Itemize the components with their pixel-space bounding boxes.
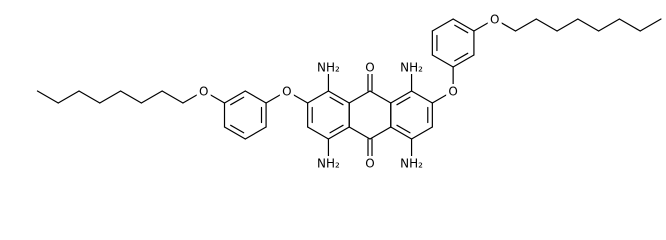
double-bond xyxy=(230,124,245,134)
double-bond xyxy=(230,96,245,106)
bond xyxy=(390,126,413,140)
atom-label: NH₂ xyxy=(400,61,423,75)
atom-label: O xyxy=(448,85,457,99)
chain-bond xyxy=(618,18,641,32)
atom-label: O xyxy=(365,157,374,171)
bond xyxy=(369,90,392,104)
atom-label: NH₂ xyxy=(317,157,340,171)
chain-bond xyxy=(577,18,600,32)
label-mask xyxy=(279,84,294,98)
bond xyxy=(452,54,475,68)
bond xyxy=(327,126,350,140)
double-bond xyxy=(396,124,411,134)
bond xyxy=(327,90,350,104)
label-mask xyxy=(316,156,341,170)
double-bond xyxy=(396,96,411,106)
double-bond xyxy=(329,96,344,106)
chain-bond xyxy=(36,90,59,104)
molecule-diagram: NH₂ O NH₂ O O NH₂ O NH₂ O O xyxy=(36,12,662,171)
bond xyxy=(307,126,330,140)
chain-bond xyxy=(161,90,184,104)
double-bond xyxy=(454,52,469,62)
bond xyxy=(410,126,433,140)
label-mask xyxy=(399,60,424,74)
chain-bond xyxy=(598,18,621,32)
bond xyxy=(223,126,246,140)
label-mask xyxy=(196,84,211,98)
bond xyxy=(390,90,413,104)
bond xyxy=(369,126,392,140)
bond xyxy=(307,90,330,104)
atom-label: O xyxy=(282,85,291,99)
chain-bond xyxy=(556,18,579,32)
label-mask xyxy=(363,60,377,74)
atom-label: NH₂ xyxy=(400,157,423,171)
bond xyxy=(431,18,454,32)
chain-bond xyxy=(140,90,163,104)
bond xyxy=(244,126,267,140)
chain-bond xyxy=(514,18,537,32)
chain-bond xyxy=(119,90,142,104)
chain-bond xyxy=(78,90,101,104)
bond xyxy=(452,18,475,32)
atom-label: NH₂ xyxy=(317,61,340,75)
label-mask xyxy=(446,84,461,98)
label-mask xyxy=(399,156,424,170)
chain-bond xyxy=(535,18,558,32)
bond xyxy=(244,90,267,104)
chain-bond xyxy=(99,90,122,104)
bond xyxy=(223,90,246,104)
bond xyxy=(431,54,454,68)
atom-label: O xyxy=(490,13,499,27)
atom-label: O xyxy=(365,61,374,75)
label-mask xyxy=(363,156,377,170)
label-mask xyxy=(316,60,341,74)
chain-bond xyxy=(57,90,80,104)
bond xyxy=(410,90,433,104)
bond xyxy=(348,126,371,140)
double-bond xyxy=(454,24,469,34)
bond xyxy=(348,90,371,104)
double-bond xyxy=(329,124,344,134)
atom-label: O xyxy=(199,85,208,99)
chain-bond xyxy=(639,18,662,32)
label-mask xyxy=(487,12,502,26)
